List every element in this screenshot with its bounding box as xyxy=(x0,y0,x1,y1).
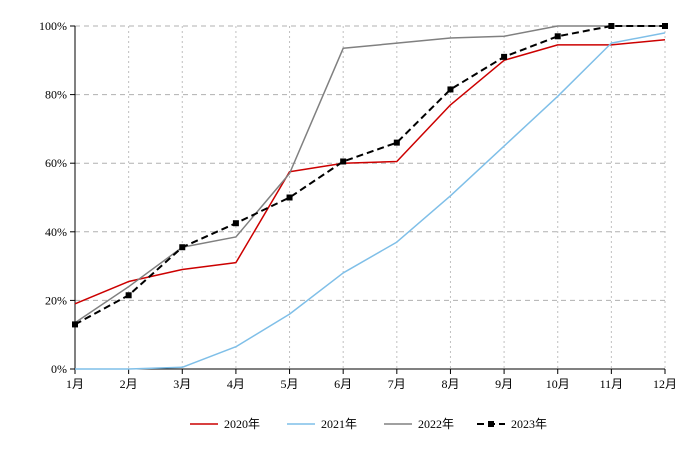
legend-label: 2022年 xyxy=(418,417,454,431)
series-line-2022年 xyxy=(74,25,665,324)
data-point xyxy=(340,158,347,165)
y-axis-ticks: 0% 20% 40% 60% 80% 100% xyxy=(39,19,75,376)
x-tick-label: 10月 xyxy=(546,377,570,391)
y-tick-label: 20% xyxy=(45,293,67,307)
data-point xyxy=(393,139,400,146)
y-tick-label: 60% xyxy=(45,156,67,170)
series-line-2021年 xyxy=(75,32,666,370)
axes xyxy=(74,26,665,370)
legend-label: 2023年 xyxy=(511,417,547,431)
data-point xyxy=(232,220,239,227)
x-tick-label: 12月 xyxy=(653,377,677,391)
series-group xyxy=(72,23,668,370)
data-point xyxy=(179,244,186,251)
x-tick-label: 5月 xyxy=(281,377,299,391)
data-point xyxy=(447,86,454,93)
legend-label: 2020年 xyxy=(224,417,260,431)
x-axis-ticks: 1月 2月 3月 4月 5月 6月 7月 8月 9月 10月 11月 12月 xyxy=(66,369,677,391)
legend-label: 2021年 xyxy=(321,417,357,431)
series-line-2023年 xyxy=(74,25,665,326)
series-line-2020年 xyxy=(74,38,666,305)
x-tick-label: 2月 xyxy=(120,377,138,391)
data-point xyxy=(554,33,561,40)
y-tick-label: 80% xyxy=(45,88,67,102)
x-tick-label: 11月 xyxy=(600,377,624,391)
x-tick-label: 7月 xyxy=(388,377,406,391)
data-point xyxy=(501,53,508,60)
x-tick-label: 9月 xyxy=(495,377,513,391)
x-tick-label: 1月 xyxy=(66,377,84,391)
data-point xyxy=(72,321,78,328)
data-point xyxy=(286,194,293,201)
x-tick-label: 4月 xyxy=(227,377,245,391)
x-tick-label: 8月 xyxy=(441,377,459,391)
y-tick-label: 40% xyxy=(45,225,67,239)
legend: 2020年 2021年 2022年 2023年 xyxy=(190,417,547,431)
x-tick-label: 3月 xyxy=(173,377,191,391)
data-point xyxy=(662,23,668,29)
x-tick-label: 6月 xyxy=(334,377,352,391)
y-tick-label: 100% xyxy=(39,19,67,33)
y-tick-label: 0% xyxy=(51,362,67,376)
data-point xyxy=(608,23,615,29)
data-point xyxy=(125,292,132,299)
legend-marker xyxy=(488,421,494,427)
